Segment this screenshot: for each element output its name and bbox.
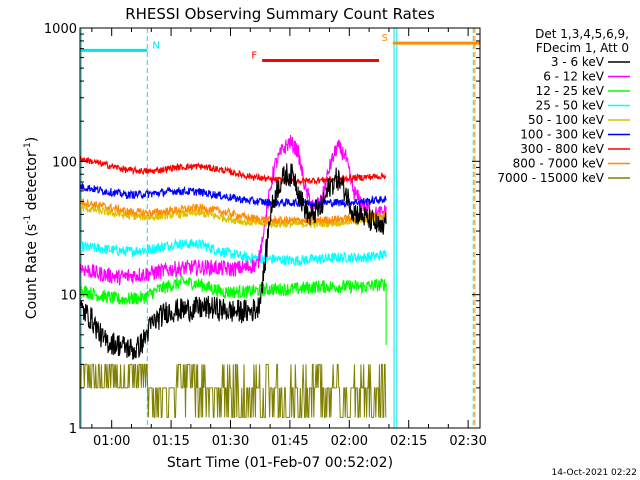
legend-label: 800 - 7000 keV <box>513 157 605 171</box>
series-line <box>80 135 387 286</box>
legend-header-2: FDecim 1, Att 0 <box>536 41 629 55</box>
series-7000-15000-kev <box>80 363 387 418</box>
series-800-7000-kev <box>80 198 387 226</box>
x-tick-label: 02:00 <box>331 434 368 449</box>
series-line <box>80 163 387 360</box>
legend-label: 12 - 25 keV <box>536 84 605 98</box>
x-tick-label: 02:30 <box>449 434 486 449</box>
flag-label: N <box>152 40 159 51</box>
series-12-25-kev <box>80 273 387 345</box>
flag-label: S <box>382 33 388 44</box>
series-6-12-kev <box>80 135 387 286</box>
series-line <box>80 238 387 267</box>
y-axis-label-end: ) <box>24 137 40 142</box>
series-3-6-kev <box>80 163 387 360</box>
generation-date: 14-Oct-2021 02:22 <box>552 468 637 478</box>
series-line <box>80 273 387 345</box>
legend-label: 3 - 6 keV <box>551 55 605 69</box>
flag-label: F <box>251 51 257 62</box>
legend-label: 50 - 100 keV <box>528 113 605 127</box>
y-tick-label: 1 <box>69 422 77 437</box>
series-100-300-kev <box>80 183 387 209</box>
x-tick-label: 02:15 <box>390 434 427 449</box>
plot-frame <box>79 27 481 429</box>
legend-label: 100 - 300 keV <box>520 128 604 142</box>
y-axis-label-main: Count Rate (s <box>24 224 40 319</box>
x-tick-label: 01:15 <box>152 434 189 449</box>
x-axis-label: Start Time (01-Feb-07 00:52:02) <box>167 455 393 471</box>
x-tick-label: 01:00 <box>93 434 130 449</box>
y-axis-label-sup2: -1 <box>23 142 33 151</box>
legend-label: 25 - 50 keV <box>536 99 605 113</box>
series-line <box>80 363 387 418</box>
legend-label: 6 - 12 keV <box>543 70 605 84</box>
y-axis-label: Count Rate (s-1 detector-1) <box>23 137 40 319</box>
legend-label: 300 - 800 keV <box>520 142 604 156</box>
y-tick-label: 10 <box>60 289 77 304</box>
legend-label: 7000 - 15000 keV <box>497 171 604 185</box>
legend-header-1: Det 1,3,4,5,6,9, <box>535 27 629 41</box>
series-line <box>80 198 387 226</box>
x-tick-label: 01:45 <box>271 434 308 449</box>
series-line <box>80 183 387 209</box>
y-tick-label: 100 <box>52 155 77 170</box>
y-tick-label: 1000 <box>44 22 77 37</box>
x-tick-label: 01:30 <box>212 434 249 449</box>
series-25-50-kev <box>80 238 387 267</box>
chart-title: RHESSI Observing Summary Count Rates <box>125 5 435 23</box>
y-axis-label-mid: detector <box>24 151 40 215</box>
y-axis-label-sup1: -1 <box>23 215 33 224</box>
